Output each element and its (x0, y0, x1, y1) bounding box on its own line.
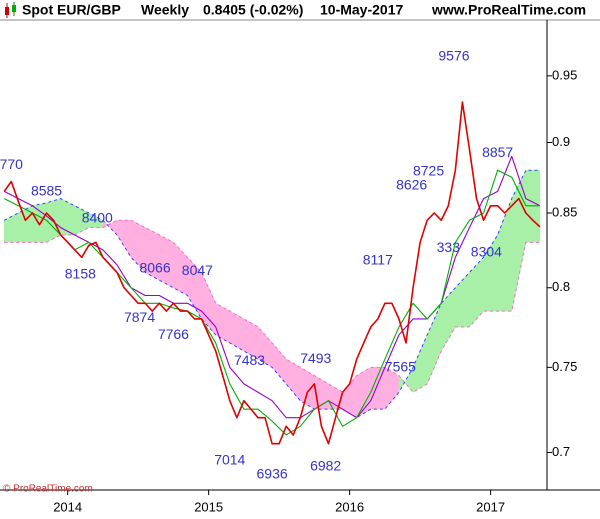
price-annotation: 770 (0, 156, 23, 172)
price-annotation: 8857 (482, 144, 513, 160)
price-annotation: 7493 (300, 350, 331, 366)
y-tick-label: 0.8 (552, 279, 570, 294)
price-annotation: 333 (437, 239, 461, 255)
date: 10-May-2017 (320, 2, 403, 18)
axis-layer: 0.7 0.75 0.8 0.85 0.9 0.95 2014 2015 2016 2017 (53, 67, 577, 514)
price-annotation: 7766 (158, 326, 189, 342)
chart-title: Spot EUR/GBP (22, 2, 121, 18)
price-annotation: 8725 (413, 162, 444, 178)
y-tick-label: 0.75 (552, 359, 577, 374)
price-annotation: 7565 (385, 358, 416, 374)
price-annotation: 8066 (139, 259, 170, 275)
x-tick-label: 2017 (476, 499, 505, 514)
price-annotation: 7014 (214, 452, 245, 468)
cloud-segment (32, 202, 47, 243)
cloud-layer (3, 169, 541, 419)
logo (5, 2, 16, 18)
price-annotation: 9576 (438, 48, 469, 64)
price-annotation: 8400 (82, 209, 113, 225)
cloud-span-line (4, 219, 540, 393)
series-line (3, 155, 541, 419)
price-annotation: 8304 (471, 243, 502, 259)
series-line (3, 101, 541, 445)
line-layer (3, 101, 541, 445)
period: Weekly (141, 2, 189, 18)
x-tick-label: 2015 (194, 499, 223, 514)
price-annotation: 8626 (396, 177, 427, 193)
price-annotation: 7483 (234, 352, 265, 368)
y-tick-label: 0.7 (552, 444, 570, 459)
last-quote: 0.8405 (-0.02%) (203, 2, 303, 18)
y-tick-label: 0.9 (552, 134, 570, 149)
price-annotation: 8158 (65, 265, 96, 281)
x-tick-label: 2014 (53, 499, 82, 514)
source: www.ProRealTime.com (431, 2, 586, 18)
y-tick-label: 0.85 (552, 204, 577, 219)
price-annotation: 7874 (124, 309, 155, 325)
price-annotation: 6982 (310, 457, 341, 473)
price-annotation: 8585 (31, 182, 62, 198)
price-annotation: 8047 (182, 262, 213, 278)
series-line (3, 169, 540, 436)
price-annotation: 6936 (257, 465, 288, 481)
y-tick-label: 0.95 (552, 67, 577, 82)
x-tick-label: 2016 (335, 499, 364, 514)
price-annotation: 8117 (363, 252, 393, 268)
watermark: © ProRealTime.com (3, 484, 93, 495)
cloud-span-line (4, 169, 540, 419)
